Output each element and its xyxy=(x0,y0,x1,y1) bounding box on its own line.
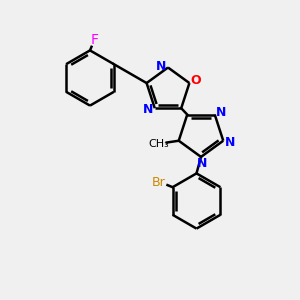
Text: N: N xyxy=(156,59,167,73)
Text: F: F xyxy=(91,33,98,47)
Text: N: N xyxy=(143,103,153,116)
Text: O: O xyxy=(191,74,201,87)
Text: N: N xyxy=(225,136,235,149)
Text: N: N xyxy=(196,157,207,170)
Text: Br: Br xyxy=(152,176,166,189)
Text: CH₃: CH₃ xyxy=(149,139,170,149)
Text: N: N xyxy=(216,106,226,119)
